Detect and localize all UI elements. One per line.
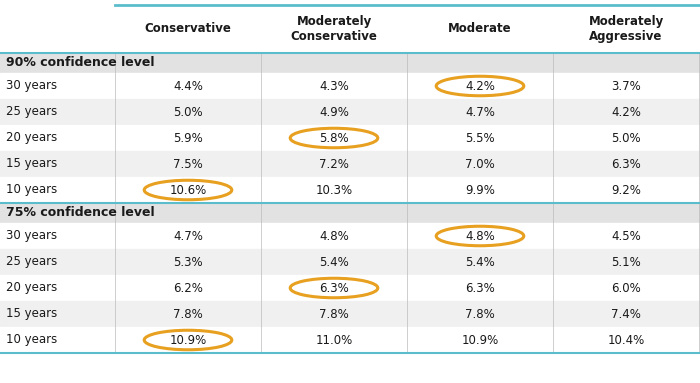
- Text: 10.9%: 10.9%: [169, 334, 206, 347]
- Text: 11.0%: 11.0%: [316, 334, 353, 347]
- Bar: [0, 249, 700, 275]
- Text: 3.7%: 3.7%: [611, 80, 641, 93]
- Text: 4.7%: 4.7%: [465, 105, 495, 118]
- Text: 5.4%: 5.4%: [319, 255, 349, 268]
- Text: 15 years: 15 years: [6, 308, 57, 321]
- Bar: [0, 73, 700, 99]
- Text: 10.6%: 10.6%: [169, 183, 206, 196]
- Text: 20 years: 20 years: [6, 282, 57, 295]
- Text: 6.0%: 6.0%: [611, 282, 641, 295]
- Text: 6.2%: 6.2%: [173, 282, 203, 295]
- Text: 10.3%: 10.3%: [316, 183, 353, 196]
- Text: 7.4%: 7.4%: [611, 308, 641, 321]
- Text: 5.3%: 5.3%: [173, 255, 203, 268]
- Text: 10.9%: 10.9%: [461, 334, 498, 347]
- Text: 15 years: 15 years: [6, 157, 57, 170]
- Text: 30 years: 30 years: [6, 80, 57, 93]
- Text: 4.3%: 4.3%: [319, 80, 349, 93]
- Text: 7.8%: 7.8%: [319, 308, 349, 321]
- Text: 5.8%: 5.8%: [319, 131, 349, 144]
- Text: 5.5%: 5.5%: [466, 131, 495, 144]
- Text: 4.7%: 4.7%: [173, 229, 203, 242]
- Text: 4.5%: 4.5%: [611, 229, 641, 242]
- Text: 6.3%: 6.3%: [611, 157, 641, 170]
- Text: 4.8%: 4.8%: [319, 229, 349, 242]
- Text: 4.2%: 4.2%: [611, 105, 641, 118]
- Bar: [0, 301, 700, 327]
- Bar: [0, 327, 700, 353]
- Bar: [0, 203, 700, 223]
- Text: 5.0%: 5.0%: [611, 131, 640, 144]
- Text: 10 years: 10 years: [6, 334, 57, 347]
- Text: Moderately
Aggressive: Moderately Aggressive: [589, 15, 664, 43]
- Text: 90% confidence level: 90% confidence level: [6, 57, 155, 69]
- Text: 4.8%: 4.8%: [465, 229, 495, 242]
- Text: 4.2%: 4.2%: [465, 80, 495, 93]
- Bar: [0, 151, 700, 177]
- Text: Moderately
Conservative: Moderately Conservative: [290, 15, 377, 43]
- Bar: [0, 125, 700, 151]
- Text: 30 years: 30 years: [6, 229, 57, 242]
- Text: Moderate: Moderate: [448, 23, 512, 36]
- Bar: [0, 99, 700, 125]
- Text: 5.1%: 5.1%: [611, 255, 641, 268]
- Bar: [0, 275, 700, 301]
- Text: 7.8%: 7.8%: [173, 308, 203, 321]
- Text: 75% confidence level: 75% confidence level: [6, 206, 155, 219]
- Text: 20 years: 20 years: [6, 131, 57, 144]
- Text: 7.2%: 7.2%: [319, 157, 349, 170]
- Bar: [0, 223, 700, 249]
- Text: 9.2%: 9.2%: [611, 183, 641, 196]
- Text: 6.3%: 6.3%: [465, 282, 495, 295]
- Text: 5.0%: 5.0%: [173, 105, 203, 118]
- Text: 7.0%: 7.0%: [465, 157, 495, 170]
- Bar: [0, 177, 700, 203]
- Text: 10.4%: 10.4%: [608, 334, 645, 347]
- Text: 5.4%: 5.4%: [465, 255, 495, 268]
- Bar: [0, 53, 700, 73]
- Text: 4.9%: 4.9%: [319, 105, 349, 118]
- Text: 9.9%: 9.9%: [465, 183, 495, 196]
- Text: 7.8%: 7.8%: [465, 308, 495, 321]
- Text: 25 years: 25 years: [6, 105, 57, 118]
- Text: 5.9%: 5.9%: [173, 131, 203, 144]
- Text: 4.4%: 4.4%: [173, 80, 203, 93]
- Text: 10 years: 10 years: [6, 183, 57, 196]
- Text: 7.5%: 7.5%: [173, 157, 203, 170]
- Text: Conservative: Conservative: [145, 23, 232, 36]
- Text: 25 years: 25 years: [6, 255, 57, 268]
- Text: 6.3%: 6.3%: [319, 282, 349, 295]
